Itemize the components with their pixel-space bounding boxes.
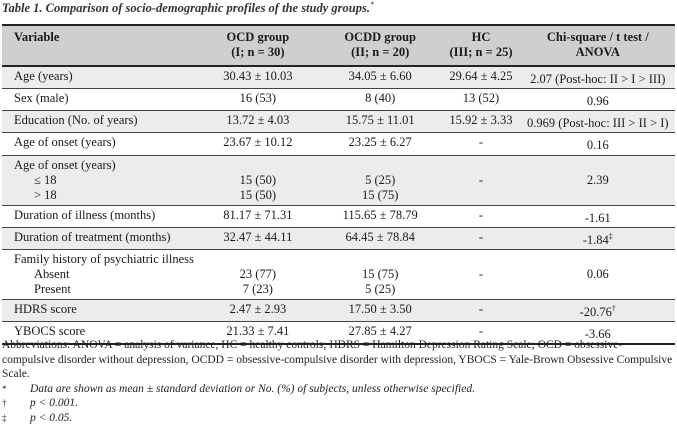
table-notes: Abbreviations: ANOVA = analysis of varia… (2, 338, 674, 425)
footnote: † p < 0.001. (2, 397, 79, 409)
cell-hc: - (478, 324, 484, 339)
row-label: YBOCS score (14, 324, 86, 339)
cell-ocd: 81.17 ± 71.31 (223, 207, 293, 222)
cell-ocdd: 27.85 ± 4.27 (348, 324, 412, 339)
table-row: HDRS score 2.47 ± 2.93 17.50 ± 3.50 - -2… (2, 299, 675, 322)
cell-test: 2.39 (586, 173, 609, 188)
table-row-onset-group: Age of onset (years) ≤ 18 > 18 15 (50) 15… (2, 155, 675, 206)
cell-ocd: 21.33 ± 7.41 (226, 324, 290, 339)
cell-ocd: 32.47 ± 44.11 (223, 229, 293, 244)
row-label: Age of onset (years) ≤ 18 > 18 (14, 157, 116, 202)
header-test: Chi-square / t test / ANOVA (520, 24, 675, 67)
cell-ocdd: 115.65 ± 78.79 (342, 207, 418, 222)
cell-ocd: 13.72 ± 4.03 (226, 113, 290, 128)
table-row: Age of onset (years) 23.67 ± 10.12 23.25… (2, 133, 675, 156)
header-hc: HC (III; n = 25) (441, 24, 521, 67)
cell-test: 0.96 (586, 94, 609, 109)
cell-ocdd: 34.05 ± 6.60 (348, 69, 412, 83)
header-variable: Variable (2, 24, 197, 67)
table-row-family-group: Family history of psychiatric illness Ab… (2, 249, 675, 300)
cell-ocdd: 5 (25) 15 (75) (361, 172, 399, 202)
cell-test: -20.76† (579, 303, 616, 320)
table-row: Duration of illness (months) 81.17 ± 71.… (2, 205, 675, 228)
cell-test: -3.66 (584, 327, 611, 342)
cell-hc: - (478, 135, 484, 150)
cell-test: 0.06 (586, 267, 609, 282)
cell-hc: - (478, 173, 484, 188)
table-row: YBOCS score 21.33 ± 7.41 27.85 ± 4.27 - … (2, 322, 675, 345)
table-row: Sex (male) 16 (53) 8 (40) 13 (52) 0.96 (2, 89, 675, 111)
row-label: Age (years) (14, 69, 73, 83)
cell-ocd: 23 (77) 7 (23) (239, 266, 277, 296)
header-ocdd: OCDD group (II; n = 20) (318, 24, 442, 67)
table-header-row: Variable OCD group (I; n = 30) OCDD group… (2, 24, 675, 67)
cell-ocdd: 64.45 ± 78.84 (345, 229, 415, 244)
footnote: * Data are shown as mean ± standard devia… (2, 382, 475, 395)
row-label: Education (No. of years) (14, 113, 138, 128)
row-label: Family history of psychiatric illness Ab… (14, 251, 194, 296)
row-label: Sex (male) (14, 91, 69, 106)
cell-ocdd: 15.75 ± 11.01 (345, 113, 415, 128)
cell-hc: - (478, 301, 484, 316)
caption-marker: * (369, 0, 374, 9)
cell-test: -1.61 (584, 210, 611, 225)
cell-ocdd: 15 (75) 5 (25) (361, 266, 399, 296)
row-label: Duration of illness (months) (14, 207, 156, 222)
cell-ocd: 30.43 ± 10.03 (223, 69, 293, 83)
table-caption: Table 1. Comparison of socio-demographic… (2, 0, 374, 16)
header-ocd: OCD group (I; n = 30) (196, 24, 319, 67)
table-row: Duration of treatment (months) 32.47 ± 4… (2, 227, 675, 250)
cell-test: -1.84‡ (582, 231, 613, 247)
cell-hc: - (478, 229, 484, 244)
table-row: Education (No. of years) 13.72 ± 4.03 15… (2, 110, 675, 133)
cell-ocd: 15 (50) 15 (50) (239, 172, 277, 202)
cell-hc: - (478, 207, 484, 222)
cell-ocdd: 17.50 ± 3.50 (348, 301, 412, 316)
cell-hc: 15.92 ± 3.33 (449, 113, 513, 128)
abbreviations-note: Abbreviations: ANOVA = analysis of varia… (2, 339, 673, 380)
cell-test: 2.07 (Post-hoc: II > I > III) (530, 72, 666, 87)
caption-text: Table 1. Comparison of socio-demographic… (2, 1, 370, 16)
row-label: Age of onset (years) (14, 135, 116, 150)
row-label: Duration of treatment (months) (14, 229, 171, 244)
cell-ocd: 2.47 ± 2.93 (229, 301, 287, 316)
table-row: Age (years) 30.43 ± 10.03 34.05 ± 6.60 2… (2, 66, 675, 89)
cell-test: 0.16 (586, 138, 609, 153)
cell-ocdd: 23.25 ± 6.27 (348, 135, 412, 150)
footnote: ‡ p < 0.05. (2, 411, 73, 424)
row-label: HDRS score (14, 301, 77, 316)
cell-hc: - (478, 267, 484, 282)
cell-hc: 13 (52) (462, 91, 500, 106)
cell-ocdd: 8 (40) (365, 91, 396, 106)
cell-test: 0.969 (Post-hoc: III > II > I) (527, 116, 669, 131)
comparison-table: Variable OCD group (I; n = 30) OCDD group… (2, 24, 675, 345)
cell-ocd: 16 (53) (239, 91, 277, 106)
cell-hc: 29.64 ± 4.25 (449, 69, 513, 83)
cell-ocd: 23.67 ± 10.12 (223, 135, 293, 150)
